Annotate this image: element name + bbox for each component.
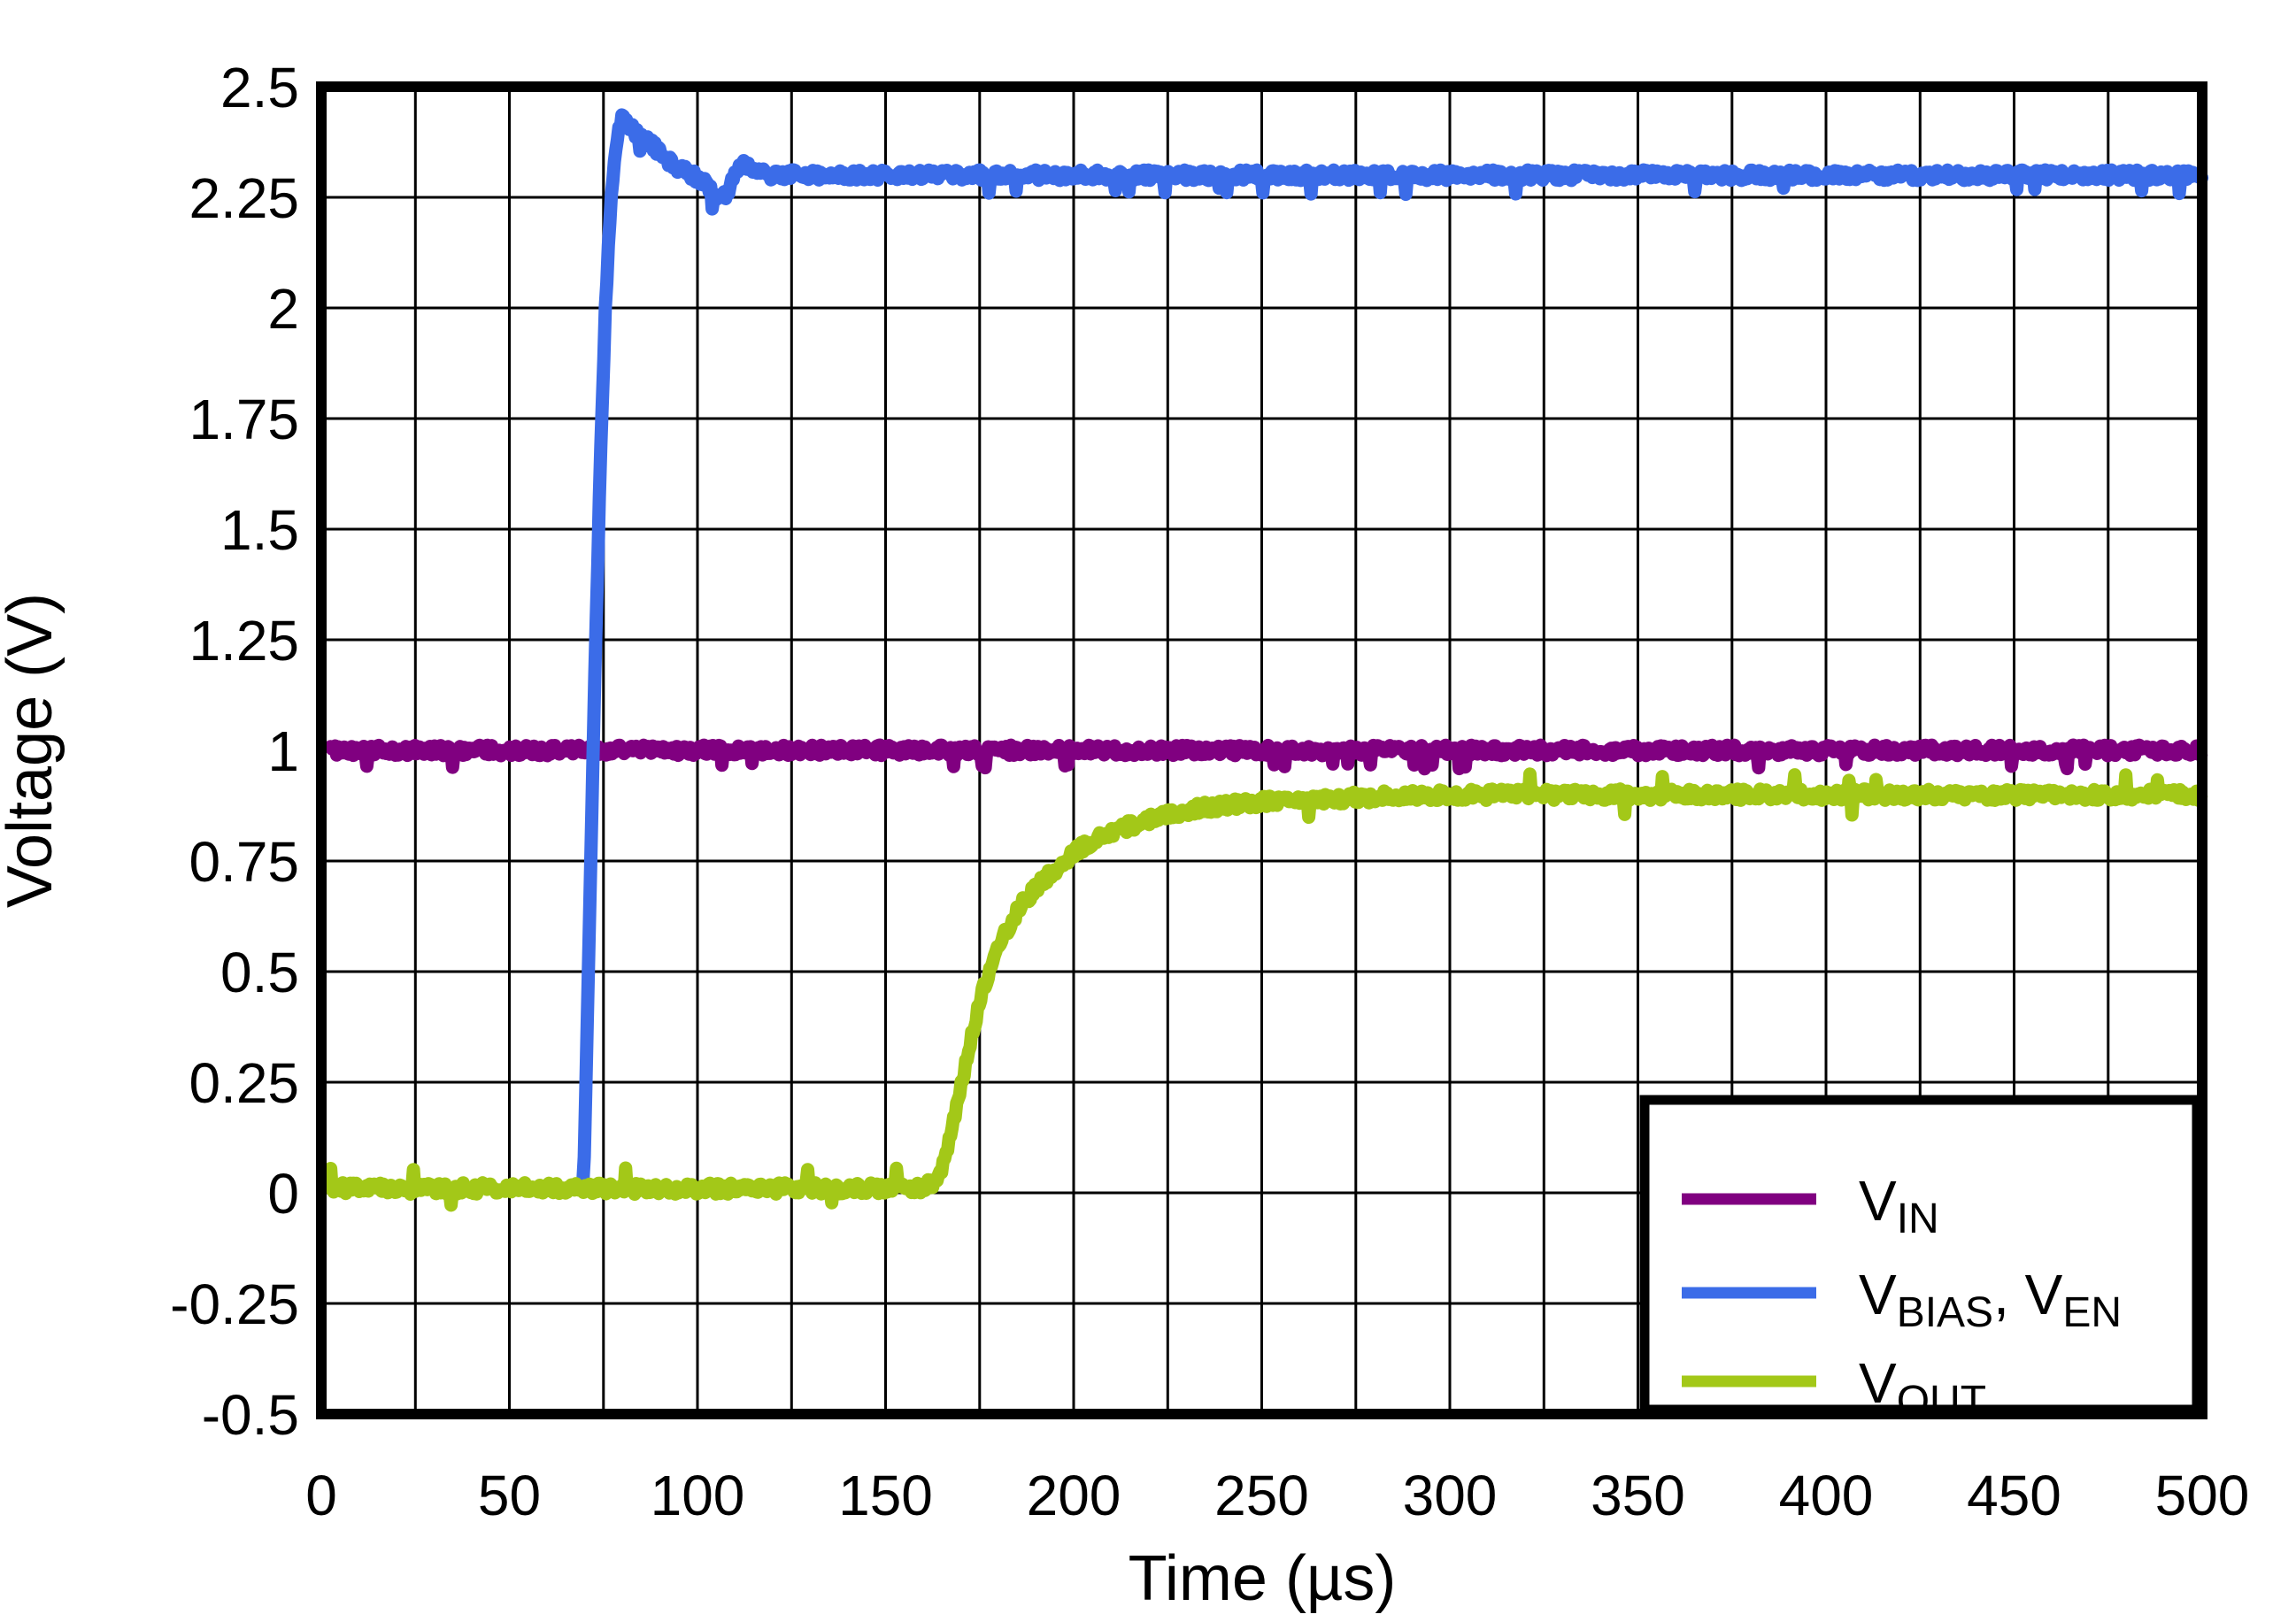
y-tick-label: 1.75 [189,388,299,451]
y-tick-label: 2.5 [220,56,299,119]
legend-item-vbias-ven: VBIAS, VEN [1682,1263,2122,1336]
x-tick-label: 350 [1591,1464,1685,1527]
legend-box [1639,1095,2202,1415]
y-tick-label: 1 [267,719,299,783]
y-tick-label: 2 [267,277,299,341]
series-layer [324,108,2209,1212]
legend-label-vbias-ven: VBIAS, VEN [1859,1263,2122,1336]
y-tick-label: 1.5 [220,498,299,562]
legend-label-vin: VIN [1859,1169,1939,1242]
x-axis-title: Time (µs) [1129,1543,1397,1614]
x-tick-label: 250 [1214,1464,1309,1527]
x-tick-label: 0 [305,1464,337,1527]
x-tick-label: 150 [838,1464,933,1527]
legend-item-vin: VIN [1682,1169,1939,1242]
y-tick-label: -0.25 [170,1272,299,1336]
y-tick-label: 0.25 [189,1051,299,1115]
legend-item-vout: VOUT [1682,1351,1986,1425]
y-tick-label: -0.5 [202,1383,299,1447]
y-tick-label: 0.75 [189,830,299,894]
plot-border [316,81,2207,1419]
y-axis-title: Voltage (V) [0,593,65,908]
x-tick-label: 100 [651,1464,745,1527]
y-tick-label: 0.5 [220,941,299,1004]
x-tick-label: 500 [2155,1464,2250,1527]
x-tick-label: 50 [478,1464,541,1527]
x-tick-label: 300 [1403,1464,1498,1527]
y-tick-label: 2.25 [189,166,299,230]
series-vin [324,738,2208,776]
series-vout [324,767,2208,1212]
legend-label-vout: VOUT [1859,1351,1986,1425]
series-vbias-ven [575,108,2209,1191]
tick-label-layer: 0 50 100 150 200 250 300 350 400 450 500 2.5 2.25 2 1.… [170,56,2249,1527]
x-tick-label: 450 [1967,1464,2061,1527]
legend: VIN VBIAS, VEN VOUT [1639,1095,2202,1425]
y-tick-label: 0 [267,1162,299,1226]
y-tick-label: 1.25 [189,609,299,673]
x-tick-label: 400 [1779,1464,1874,1527]
x-tick-label: 200 [1027,1464,1121,1527]
